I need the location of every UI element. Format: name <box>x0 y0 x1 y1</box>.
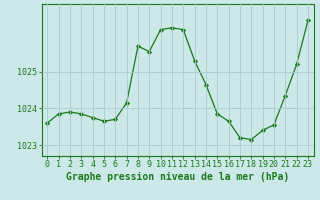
X-axis label: Graphe pression niveau de la mer (hPa): Graphe pression niveau de la mer (hPa) <box>66 172 289 182</box>
